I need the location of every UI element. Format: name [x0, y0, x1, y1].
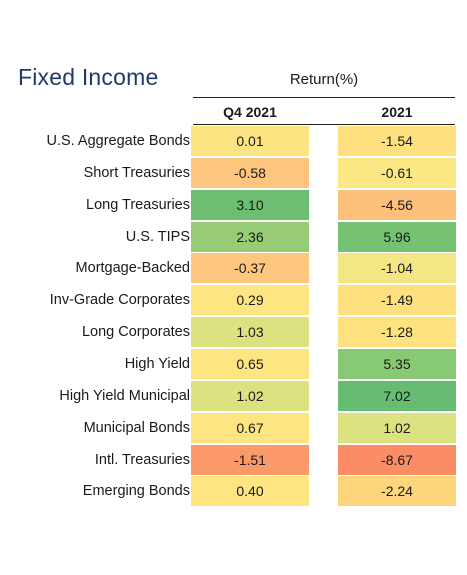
value-cell: 0.40	[191, 476, 309, 507]
value-cell: 1.02	[191, 380, 309, 411]
value-cell: 3.10	[191, 189, 309, 220]
row-label: Emerging Bonds	[82, 483, 190, 500]
value-cell: 0.01	[191, 126, 309, 156]
value-cell: 1.03	[191, 317, 309, 348]
value-cell: -1.51	[191, 444, 309, 475]
value-cell: -1.04	[338, 253, 456, 284]
value-cell: 1.02	[338, 412, 456, 443]
value-cell: -1.28	[338, 317, 456, 348]
value-cell: 0.29	[191, 285, 309, 316]
value-cell: -0.58	[191, 157, 309, 188]
value-cell: -8.67	[338, 444, 456, 475]
value-cell: -0.61	[338, 157, 456, 188]
return-header: Return(%)	[289, 71, 359, 88]
value-cell: -4.56	[338, 189, 456, 220]
row-label: U.S. TIPS	[125, 228, 190, 245]
value-cell: 0.67	[191, 412, 309, 443]
header-rule	[193, 97, 455, 98]
subheader-rule	[193, 124, 455, 125]
value-cell: 0.65	[191, 348, 309, 379]
value-cell: 2.36	[191, 221, 309, 252]
page-title: Fixed Income	[18, 64, 159, 90]
value-cell: 7.02	[338, 380, 456, 411]
value-cell: 5.96	[338, 221, 456, 252]
row-label: Long Corporates	[81, 324, 190, 341]
row-label: U.S. Aggregate Bonds	[46, 133, 191, 149]
row-label: Intl. Treasuries	[94, 451, 190, 468]
row-label: Short Treasuries	[83, 164, 190, 181]
column-header-q4-2021: Q4 2021	[223, 104, 277, 120]
value-cell: -1.54	[338, 126, 456, 156]
row-label: High Yield Municipal	[59, 387, 190, 404]
value-cell: -2.24	[338, 476, 456, 507]
value-cell: 5.35	[338, 348, 456, 379]
value-cell: -0.37	[191, 253, 309, 284]
column-header-2021: 2021	[381, 104, 413, 120]
row-label: Mortgage-Backed	[75, 260, 190, 277]
row-label: Inv-Grade Corporates	[49, 292, 190, 309]
value-cell: -1.49	[338, 285, 456, 316]
row-label: High Yield	[124, 355, 190, 372]
row-label: Municipal Bonds	[83, 419, 190, 436]
row-label: Long Treasuries	[86, 196, 190, 213]
